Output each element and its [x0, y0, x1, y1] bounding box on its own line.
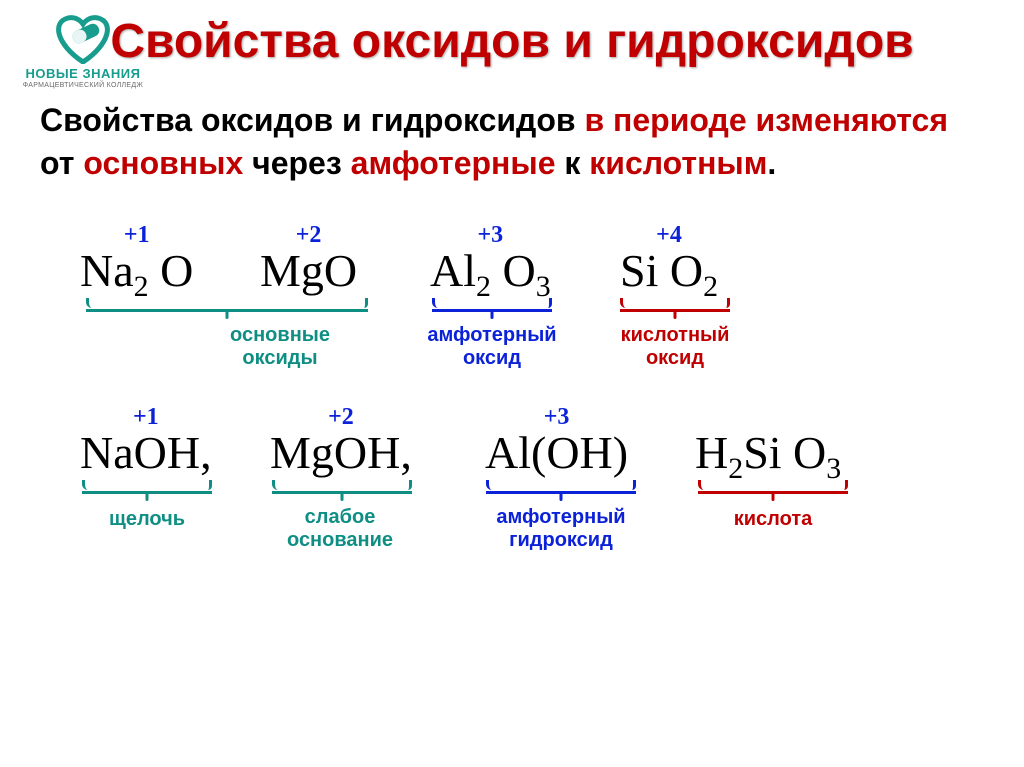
formula: Al(OH)+3 — [485, 426, 628, 479]
oxidation-charge: +1 — [133, 404, 159, 431]
summary-part-red: кислотным — [589, 145, 767, 181]
summary-part: Свойства оксидов и гидроксидов — [40, 102, 584, 138]
formula: MgO+2 — [260, 244, 357, 297]
logo-subtitle-text: ФАРМАЦЕВТИЧЕСКИЙ КОЛЛЕДЖ — [18, 82, 148, 89]
formula: H2Si O3 — [695, 426, 841, 479]
oxidation-charge: +3 — [477, 222, 503, 249]
group-brace — [432, 298, 552, 312]
group-label: слабоеоснование — [287, 506, 393, 552]
formula: Si O2+4 — [620, 244, 718, 297]
oxidation-charge: +3 — [544, 404, 570, 431]
summary-part-red: в периоде изменяются — [584, 102, 948, 138]
oxidation-charge: +2 — [328, 404, 354, 431]
logo: НОВЫЕ ЗНАНИЯ ФАРМАЦЕВТИЧЕСКИЙ КОЛЛЕДЖ — [18, 12, 148, 89]
oxide-row: Na2 O+1 MgO+2 Al2 O3+3 Si O2+4 основныеоксид… — [80, 224, 1024, 374]
group-brace — [82, 480, 212, 494]
summary-text: Свойства оксидов и гидроксидов в периоде… — [40, 99, 984, 185]
group-brace — [86, 298, 368, 312]
group-label: амфотерныйоксид — [427, 324, 556, 370]
group-brace — [698, 480, 848, 494]
formula: Na2 O+1 — [80, 244, 193, 297]
group-label: кислота — [734, 508, 813, 531]
logo-heart-icon — [48, 12, 118, 64]
group-brace — [486, 480, 636, 494]
group-brace — [272, 480, 412, 494]
group-brace — [620, 298, 730, 312]
summary-part: . — [767, 145, 776, 181]
group-label: основныеоксиды — [230, 324, 330, 370]
group-label: амфотерныйгидроксид — [496, 506, 625, 552]
group-label: кислотныйоксид — [621, 324, 730, 370]
oxidation-charge: +2 — [296, 222, 322, 249]
summary-part: через — [252, 145, 351, 181]
oxidation-charge: +1 — [124, 222, 150, 249]
formula: Al2 O3+3 — [430, 244, 551, 297]
group-label: щелочь — [109, 508, 185, 531]
hydroxide-row: NaOH,+1 MgOH,+2 Al(OH)+3 H2Si O3 щелочь слабо… — [80, 406, 1024, 566]
summary-part: к — [564, 145, 589, 181]
formula: NaOH,+1 — [80, 426, 212, 479]
formula: MgOH,+2 — [270, 426, 412, 479]
summary-part: от — [40, 145, 83, 181]
oxidation-charge: +4 — [656, 222, 682, 249]
logo-brand-text: НОВЫЕ ЗНАНИЯ — [18, 66, 148, 81]
page-title: Свойства оксидов и гидроксидов — [0, 0, 1024, 69]
summary-part-red: основных — [83, 145, 252, 181]
summary-part-red: амфотерные — [351, 145, 565, 181]
